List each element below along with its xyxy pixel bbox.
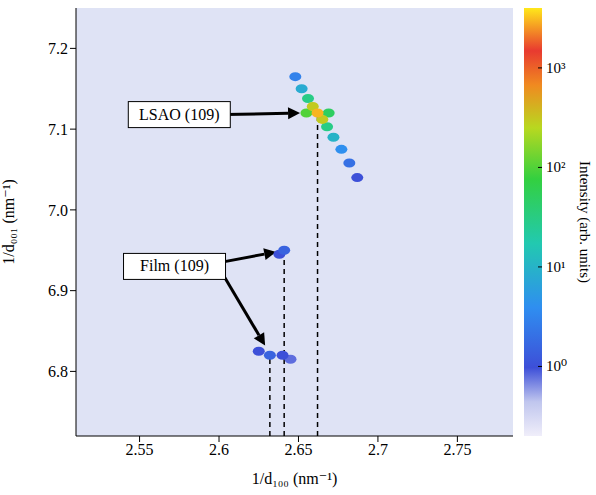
svg-text:Intensity (arb. units): Intensity (arb. units) [576, 161, 593, 283]
svg-text:2.75: 2.75 [443, 441, 471, 458]
svg-text:10⁰: 10⁰ [546, 358, 567, 374]
svg-text:7.2: 7.2 [48, 40, 68, 57]
svg-text:2.55: 2.55 [126, 441, 154, 458]
svg-text:Film (109): Film (109) [140, 257, 209, 275]
svg-text:2.65: 2.65 [284, 441, 312, 458]
svg-text:10²: 10² [546, 159, 566, 175]
svg-text:6.8: 6.8 [48, 363, 68, 380]
svg-text:LSAO (109): LSAO (109) [139, 106, 219, 124]
svg-text:10³: 10³ [546, 60, 566, 76]
svg-text:10¹: 10¹ [546, 259, 566, 275]
svg-text:1/d₀₀₁ (nm⁻¹): 1/d₀₀₁ (nm⁻¹) [0, 179, 18, 265]
svg-text:6.9: 6.9 [48, 282, 68, 299]
svg-text:7.1: 7.1 [48, 121, 68, 138]
svg-text:2.7: 2.7 [368, 441, 388, 458]
svg-text:1/d₁₀₀ (nm⁻¹): 1/d₁₀₀ (nm⁻¹) [252, 470, 338, 488]
svg-text:7.0: 7.0 [48, 202, 68, 219]
svg-text:2.6: 2.6 [209, 441, 229, 458]
